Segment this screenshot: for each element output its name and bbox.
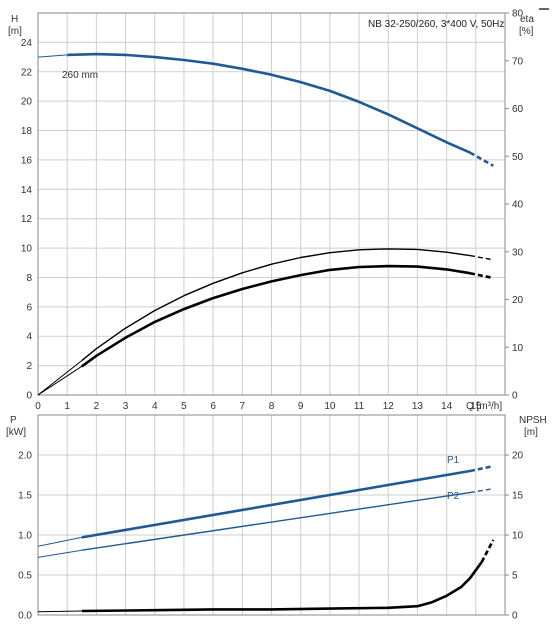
x-tick-label: 6 — [210, 401, 216, 412]
top-right-tick-label: 70 — [512, 56, 524, 67]
top-right-tick-label: 60 — [512, 104, 524, 115]
top-left-tick-label: 12 — [21, 214, 33, 225]
bottom-series-2-start — [37, 610, 82, 613]
bottom-series-0-line — [81, 469, 471, 539]
top-series-1-dashed-end — [469, 254, 494, 261]
top-series-0-line — [67, 52, 471, 154]
bottom-left-axis-title-unit: [kW] — [6, 427, 26, 438]
bottom-right-tick-label: 10 — [512, 531, 524, 542]
top-left-tick-label: 22 — [21, 67, 33, 78]
bottom-series-2-dashed-end — [480, 539, 495, 563]
x-tick-label: 15 — [470, 401, 482, 412]
bottom-right-axis-title-unit: [m] — [524, 427, 538, 438]
bottom-right-tick-label: 15 — [512, 491, 524, 502]
bottom-right-tick-label: 0 — [512, 611, 518, 622]
x-tick-label: 13 — [412, 401, 424, 412]
x-tick-label: 11 — [354, 401, 365, 412]
top-right-tick-label: 80 — [512, 9, 524, 20]
bottom-left-tick-label: 1.5 — [18, 491, 32, 502]
x-tick-label: 12 — [383, 401, 395, 412]
top-left-tick-label: 2 — [26, 361, 32, 372]
top-left-tick-label: 16 — [21, 155, 33, 166]
top-right-tick-label: 50 — [512, 152, 524, 163]
top-series-1-line — [81, 248, 471, 362]
impeller-diameter-annotation: 260 mm — [62, 70, 98, 81]
top-plot-frame — [37, 12, 506, 396]
bottom-series-1-line — [81, 491, 471, 551]
top-left-axis-title-unit: [m] — [8, 26, 22, 37]
top-left-tick-label: 6 — [26, 302, 32, 313]
top-series-0-dashed-end — [469, 151, 494, 167]
bottom-right-tick-label: 20 — [512, 451, 524, 462]
bottom-left-axis-title-symbol: P — [10, 415, 17, 426]
top-right-tick-label: 10 — [512, 343, 524, 354]
x-tick-label: 0 — [35, 401, 41, 412]
bottom-series-1-dashed-end — [469, 487, 494, 494]
top-right-tick-label: 20 — [512, 295, 524, 306]
bottom-left-tick-label: 1.0 — [18, 531, 32, 542]
bottom-right-tick-label: 5 — [512, 571, 518, 582]
bottom-left-tick-label: 0.5 — [18, 571, 32, 582]
top-right-axis-title-unit: [%] — [519, 26, 534, 37]
x-tick-label: 1 — [64, 401, 70, 412]
bottom-left-tick-label: 2.0 — [18, 451, 32, 462]
top-right-tick-label: 30 — [512, 247, 524, 258]
top-left-tick-label: 0 — [26, 391, 32, 402]
top-right-tick-label: 0 — [512, 391, 518, 402]
bottom-series-0-start — [37, 536, 82, 547]
top-left-tick-label: 24 — [21, 38, 33, 49]
top-series-2-line — [81, 264, 471, 368]
top-series-2-start — [37, 365, 83, 396]
x-tick-label: 8 — [269, 401, 275, 412]
top-left-tick-label: 18 — [21, 126, 33, 137]
x-tick-label: 5 — [181, 401, 187, 412]
x-tick-label: 2 — [94, 401, 100, 412]
x-axis-title: Q [m³/h] — [466, 401, 502, 412]
x-tick-label: 7 — [240, 401, 246, 412]
top-left-tick-label: 8 — [26, 273, 32, 284]
top-left-tick-label: 14 — [21, 185, 33, 196]
x-tick-label: 14 — [441, 401, 453, 412]
top-right-tick-label: 40 — [512, 200, 524, 211]
x-tick-label: 4 — [152, 401, 158, 412]
bottom-left-tick-label: 0.0 — [18, 611, 32, 622]
x-tick-label: 3 — [123, 401, 129, 412]
top-series-2-dashed-end — [469, 271, 494, 280]
x-tick-label: 9 — [298, 401, 304, 412]
x-tick-label: 10 — [324, 401, 336, 412]
top-left-tick-label: 10 — [21, 244, 33, 255]
series-label-p2: P2 — [447, 491, 460, 502]
bottom-plot-frame — [37, 414, 506, 616]
top-series-0-start — [37, 54, 68, 58]
top-left-tick-label: 4 — [26, 332, 32, 343]
series-label-p1: P1 — [447, 455, 460, 466]
bottom-series-2-line — [81, 561, 483, 613]
top-right-axis-title-symbol: eta — [520, 14, 534, 25]
bottom-series-1-start — [37, 549, 82, 558]
bottom-series-0-dashed-end — [469, 464, 494, 473]
top-left-tick-label: 20 — [21, 97, 33, 108]
top-series-1-start — [37, 360, 83, 396]
top-left-axis-title-symbol: H — [11, 14, 18, 25]
bottom-right-axis-title-symbol: NPSH — [519, 415, 547, 426]
chart-title: NB 32-250/260, 3*400 V, 50Hz — [368, 19, 504, 30]
